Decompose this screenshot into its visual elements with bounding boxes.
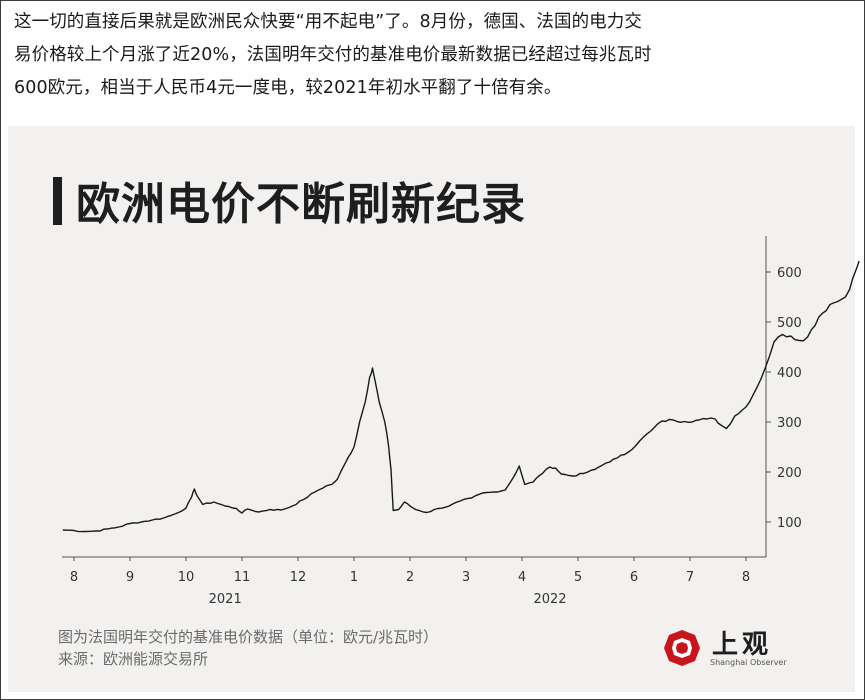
x-tick-label: 8 [70,570,78,585]
x-tick-label: 4 [518,570,526,585]
x-tick-label: 2 [406,570,414,585]
x-tick-label: 10 [178,570,195,585]
chart-panel [8,126,855,692]
year-label: 2022 [533,592,566,607]
chart-caption: 图为法国明年交付的基准电价数据（单位：欧元/兆瓦时） 来源：欧洲能源交易所 [58,626,438,670]
caption-description: 图为法国明年交付的基准电价数据（单位：欧元/兆瓦时） [58,628,439,646]
x-tick-label: 1 [350,570,358,585]
article-line: 易价格较上个月涨了近20%，法国明年交付的基准电价最新数据已经超过每兆瓦时 [14,45,652,65]
article-line: 这一切的直接后果就是欧洲民众快要“用不起电”了。8月份，德国、法国的电力交 [14,12,642,32]
x-tick-label: 8 [742,570,750,585]
y-tick-label: 600 [777,266,802,281]
title-accent-bar [53,177,62,225]
chart-title: 欧洲电价不断刷新纪录 [76,179,526,230]
year-label: 2021 [209,592,242,607]
x-tick-label: 11 [234,570,251,585]
logo-subtitle: Shanghai Observer [710,658,787,667]
article-text: 这一切的直接后果就是欧洲民众快要“用不起电”了。8月份，德国、法国的电力交 易价… [14,6,854,105]
y-tick-label: 300 [777,416,802,431]
logo-text: 上观 [712,630,773,660]
x-tick-label: 6 [630,570,638,585]
x-tick-label: 7 [686,570,694,585]
article-line: 600欧元，相当于人民币4元一度电，较2021年初水平翻了十倍有余。 [14,78,562,98]
y-tick-label: 200 [777,466,802,481]
y-tick-label: 100 [777,516,802,531]
caption-source: 来源：欧洲能源交易所 [58,650,209,668]
x-tick-label: 9 [126,570,134,585]
x-tick-label: 12 [290,570,307,585]
x-tick-label: 5 [574,570,582,585]
y-tick-label: 500 [777,316,802,331]
price-series-line [62,260,860,533]
shanghai-observer-logo-icon [664,630,700,666]
x-tick-label: 3 [462,570,470,585]
y-tick-label: 400 [777,366,802,381]
